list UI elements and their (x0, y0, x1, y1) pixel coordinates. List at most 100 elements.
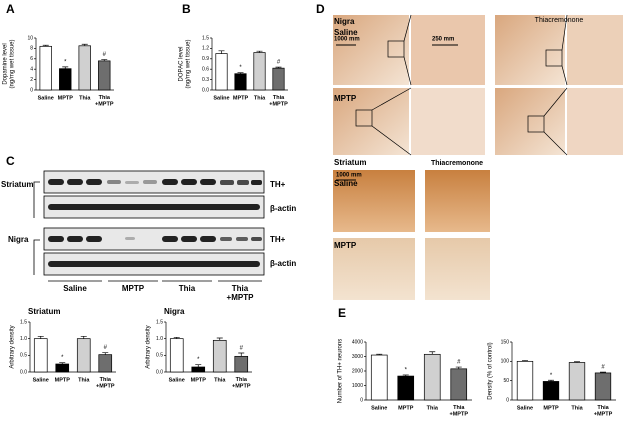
error-bar (237, 72, 244, 74)
y-tick-label: 0.5 (20, 353, 27, 359)
bar (59, 68, 72, 91)
x-tick-label: MPTP (398, 405, 414, 411)
y-tick-label: 0.9 (202, 56, 209, 62)
bar (212, 339, 227, 373)
x-tick-label: Thia +MPTP (96, 377, 115, 389)
significance-mark: # (240, 346, 244, 352)
y-tick-label: 1.2 (202, 46, 209, 52)
x-tick-label: Thia (214, 377, 226, 383)
y-tick-label: 4 (30, 67, 33, 73)
y-tick-label: 0.0 (156, 369, 163, 375)
bar (568, 362, 586, 401)
y-tick-label: 1000 (352, 383, 363, 389)
bar (423, 353, 441, 401)
blot-region: Striatum (1, 180, 33, 189)
y-tick-label: 1.0 (20, 336, 27, 342)
y-tick-label: 0.0 (202, 87, 209, 93)
scale-label: 250 mm (432, 37, 454, 43)
row-label: MPTP (334, 241, 357, 250)
error-bar (101, 59, 108, 61)
x-tick-label: Thia (79, 95, 91, 101)
row-label: MPTP (334, 94, 357, 103)
x-tick-label: Thia (78, 377, 90, 383)
y-tick-label: 1.5 (202, 35, 209, 41)
blot-group: Thia +MPTP (227, 284, 255, 302)
error-bar (275, 66, 282, 69)
bar (98, 354, 113, 373)
y-tick-label: 1.0 (156, 336, 163, 342)
error-bar (216, 337, 223, 341)
significance-mark: # (104, 345, 108, 351)
y-tick-label: 6 (30, 56, 33, 62)
blot (33, 170, 265, 282)
bar (234, 73, 247, 91)
x-tick-label: MPTP (191, 377, 207, 383)
bar (33, 338, 48, 373)
x-tick-label: Thia (427, 405, 439, 411)
treatment-label: Thiacremonone (431, 160, 483, 167)
significance-mark: * (239, 65, 242, 71)
panel-letter: D (316, 2, 325, 16)
blot-group: Saline (63, 284, 87, 293)
error-bar (173, 336, 180, 339)
x-tick-label: MPTP (58, 95, 74, 101)
error-bar (376, 353, 383, 356)
error-bar (574, 361, 580, 363)
y-axis-label: Density (% of control) (488, 342, 494, 399)
error-bar (195, 364, 202, 367)
panel-letter: E (338, 306, 346, 320)
bar (98, 60, 111, 91)
chart-title: Striatum (28, 307, 60, 316)
x-tick-label: MPTP (233, 95, 249, 101)
error-bar (522, 360, 528, 362)
blot-group: Thia (179, 284, 196, 293)
blot-marker: TH+ (270, 180, 286, 189)
bar (55, 363, 70, 373)
x-tick-label: Thia +MPTP (269, 95, 288, 107)
significance-mark: * (61, 355, 64, 361)
significance-mark: # (601, 365, 605, 371)
y-tick-label: 0.0 (20, 369, 27, 375)
y-axis-label: Arbitrary density (10, 325, 16, 368)
panel-letter: A (6, 2, 15, 16)
error-bar (80, 335, 87, 339)
x-tick-label: Saline (38, 95, 54, 101)
blot-marker: TH+ (270, 235, 286, 244)
x-tick-label: Saline (33, 377, 49, 383)
x-tick-label: Thia (571, 405, 583, 411)
bar (191, 366, 206, 373)
bar (234, 355, 249, 373)
significance-mark: # (277, 60, 281, 66)
error-bar (218, 50, 225, 54)
bar (594, 372, 612, 401)
panel-letter: B (182, 2, 191, 16)
bar (542, 381, 560, 401)
y-tick-label: 8 (30, 46, 33, 52)
x-tick-label: MPTP (543, 405, 559, 411)
bar (76, 338, 91, 373)
x-tick-label: Thia +MPTP (95, 95, 114, 107)
bar (397, 375, 415, 401)
region-label: Nigra (334, 17, 355, 26)
significance-mark: * (64, 59, 67, 65)
region-label: Striatum (334, 158, 366, 167)
blot-region: Nigra (8, 235, 29, 244)
y-tick-label: 2 (30, 77, 33, 83)
significance-mark: * (405, 367, 408, 373)
error-bar (256, 50, 263, 53)
bar (215, 53, 228, 91)
significance-mark: * (197, 357, 200, 363)
y-tick-label: 1.5 (156, 319, 163, 325)
x-tick-label: Saline (213, 95, 229, 101)
error-bar (102, 352, 109, 355)
y-tick-label: 3000 (352, 354, 363, 360)
bar (78, 45, 91, 91)
bar (272, 67, 285, 91)
y-axis-label: Arbitrary density (146, 325, 152, 368)
panel-letter: C (6, 154, 15, 168)
y-axis-label: Dopamine level(ng/mg wet tissue) (2, 39, 15, 88)
bar (39, 45, 52, 91)
bar (169, 338, 184, 373)
y-tick-label: 50 (503, 378, 509, 384)
